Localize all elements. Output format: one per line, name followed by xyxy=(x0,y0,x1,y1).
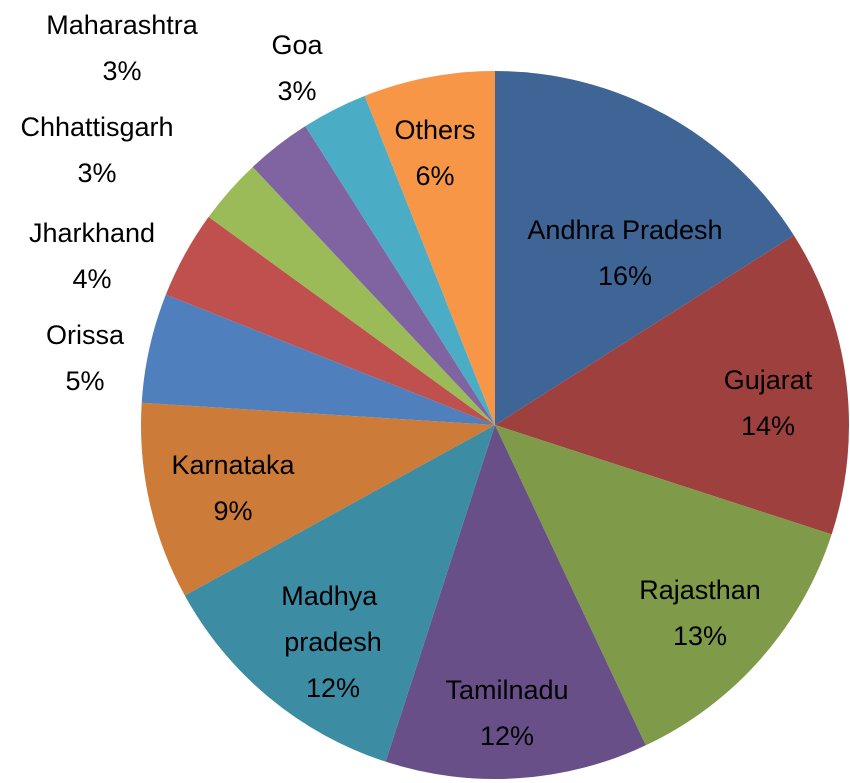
slice-value-label: 12% xyxy=(306,673,360,703)
slice-label: Maharashtra xyxy=(46,10,199,40)
pie-slice xyxy=(184,425,496,762)
slice-label: Karnataka xyxy=(171,450,295,480)
slice-value-label: 5% xyxy=(65,366,104,396)
slice-label: Others xyxy=(394,115,475,145)
slice-label: Gujarat xyxy=(724,365,813,395)
slice-label: Chhattisgarh xyxy=(20,112,173,142)
pie-slice xyxy=(208,166,496,425)
slice-label: Orissa xyxy=(46,320,125,350)
pie-slice xyxy=(385,425,646,779)
slice-label: Rajasthan xyxy=(639,575,761,605)
pie-slice xyxy=(141,294,495,425)
pie-slice xyxy=(165,216,495,425)
slice-label: Tamilnadu xyxy=(445,675,568,705)
pie-slice xyxy=(141,402,495,596)
slice-value-label: 12% xyxy=(480,721,534,751)
pie-slice xyxy=(495,71,794,425)
slice-label: Andhra Pradesh xyxy=(527,215,722,245)
slice-value-label: 9% xyxy=(213,496,252,526)
slice-value-label: 13% xyxy=(673,621,727,651)
slice-value-label: 3% xyxy=(77,158,116,188)
slice-label: Jharkhand xyxy=(29,218,155,248)
pie-slice xyxy=(252,126,495,426)
slice-value-label: 14% xyxy=(741,411,795,441)
slice-label: Goa xyxy=(271,30,323,60)
slice-value-label: 4% xyxy=(72,264,111,294)
pie-slice xyxy=(495,235,849,535)
pie-slice xyxy=(364,71,495,425)
slice-value-label: 3% xyxy=(277,76,316,106)
slice-label: Madhya pradesh xyxy=(281,581,385,657)
pie-slice xyxy=(305,95,495,425)
slice-value-label: 6% xyxy=(415,161,454,191)
slice-value-label: 3% xyxy=(102,56,141,86)
pie-slice xyxy=(495,425,832,746)
slice-value-label: 16% xyxy=(598,261,652,291)
